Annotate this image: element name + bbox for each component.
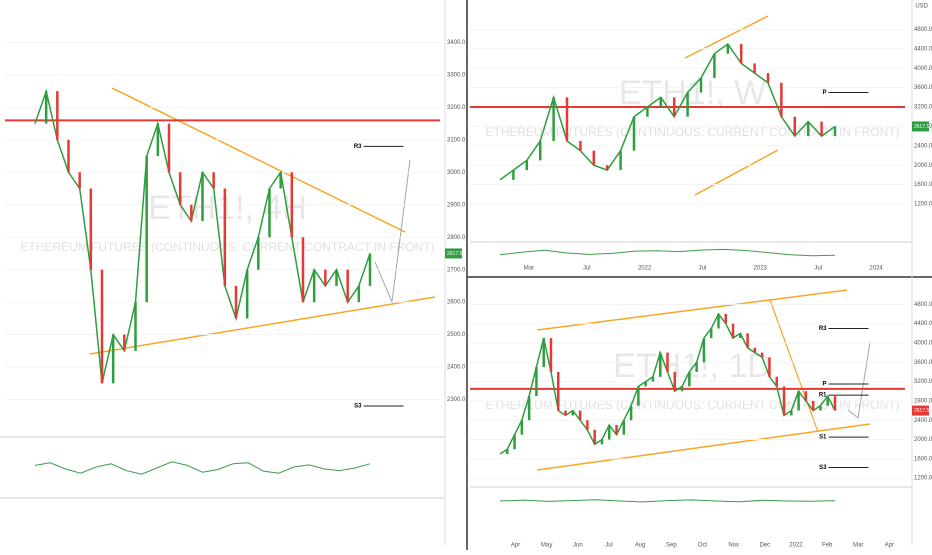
y-tick-label: 2800.0 [914,398,932,404]
x-tick-label: Sep [666,543,677,549]
x-tick-label: Aug [635,543,646,549]
y-tick-label: 2500.0 [447,332,466,338]
pivot-label: S1 [819,435,827,441]
y-tick-label: 3000.0 [447,170,466,176]
price-tag [445,248,462,259]
x-tick-label: 2022 [638,266,652,272]
y-tick-label: 4400.0 [914,321,932,327]
y-tick-label: 2700.0 [447,267,466,273]
oscillator [34,461,371,475]
x-tick-label: Mar [524,266,534,272]
y-tick-label: 3200.0 [447,105,466,111]
pivot-label: P [822,382,826,388]
y-tick-label: 3400.0 [447,40,466,46]
y-tick-label: 2300.0 [447,397,466,403]
watermark-subtitle: ETHEREUM FUTURES (CONTINUOUS: CURRENT CO… [485,125,899,139]
projection [847,341,871,419]
watermark-title: ETH1!, 4H [148,189,307,227]
x-tick-label: May [541,543,552,549]
x-tick-label: Jul [583,266,591,272]
y-tick-label: 1200.0 [914,476,932,482]
price-tag-label: 2617.5 [914,124,930,130]
x-tick-label: Dec [759,543,770,549]
x-tick-label: Feb [822,543,833,549]
x-tick-label: 2024 [869,266,883,272]
x-tick-label: Nov [728,543,739,549]
y-tick-label: 2400.0 [914,418,932,424]
x-tick-label: Jul [699,266,707,272]
x-tick-label: Jun [573,543,583,549]
y-tick-label: 4800.0 [914,302,932,308]
x-tick-label: Mar [853,543,863,549]
y-tick-label: 3100.0 [447,137,466,143]
x-tick-label: Apr [885,543,894,549]
y-tick-label: 2000.0 [914,437,932,443]
y-tick-label: 2400.0 [914,143,932,149]
x-tick-label: 2022 [789,543,803,549]
oscillator [499,248,836,257]
trendline [111,87,406,233]
y-tick-label: 1200.0 [914,202,932,208]
y-tick-label: 4400.0 [914,46,932,52]
watermark-subtitle: ETHEREUM FUTURES (CONTINUOUS: CURRENT CO… [485,398,899,412]
y-tick-label: 3300.0 [447,73,466,79]
oscillator [499,499,836,503]
watermark-subtitle: ETHEREUM FUTURES (CONTINUOUS: CURRENT CO… [20,240,434,254]
trendline [684,15,769,59]
trendline [769,299,819,433]
x-tick-label: 2023 [754,266,768,272]
price-tag-label: 2617.5 [447,251,463,257]
price-tag [912,405,929,416]
pivot-label: P [822,90,826,96]
y-tick-label: 2400.0 [447,365,466,371]
price-tag-label: 2617.5 [914,408,930,414]
x-tick-label: Jul [814,266,822,272]
pivot-label: S3 [354,404,362,410]
x-tick-label: Oct [698,543,708,549]
y-tick-label: 2900.0 [447,202,466,208]
x-tick-label: Apr [511,543,520,549]
y-tick-label: 1600.0 [914,182,932,188]
pivot-label: R3 [354,144,362,150]
trendline [694,149,779,196]
trendline [536,423,871,471]
price-tag [912,121,929,132]
y-tick-label: 3200.0 [914,105,932,111]
y-tick-label: 2000.0 [914,163,932,169]
pivot-label: R3 [819,326,827,332]
y-tick-label: 1600.0 [914,456,932,462]
watermark-title: ETH1!, W [619,74,766,112]
trendline [89,296,436,355]
x-tick-label: Jul [605,543,613,549]
y-tick-label: 2800.0 [447,235,466,241]
pivot-label: R1 [819,393,827,399]
watermark-title: ETH1!, 1D [613,347,772,385]
price-line [499,42,836,181]
y-tick-label: 2600.0 [447,300,466,306]
y-tick-label: 3600.0 [914,360,932,366]
y-tick-label: 3200.0 [914,379,932,385]
y-tick-label: 4800.0 [914,27,932,33]
currency: USD [915,4,928,10]
pivot-label: S3 [819,465,827,471]
y-tick-label: 4000.0 [914,66,932,72]
y-tick-label: 3600.0 [914,85,932,91]
y-tick-label: 4000.0 [914,341,932,347]
